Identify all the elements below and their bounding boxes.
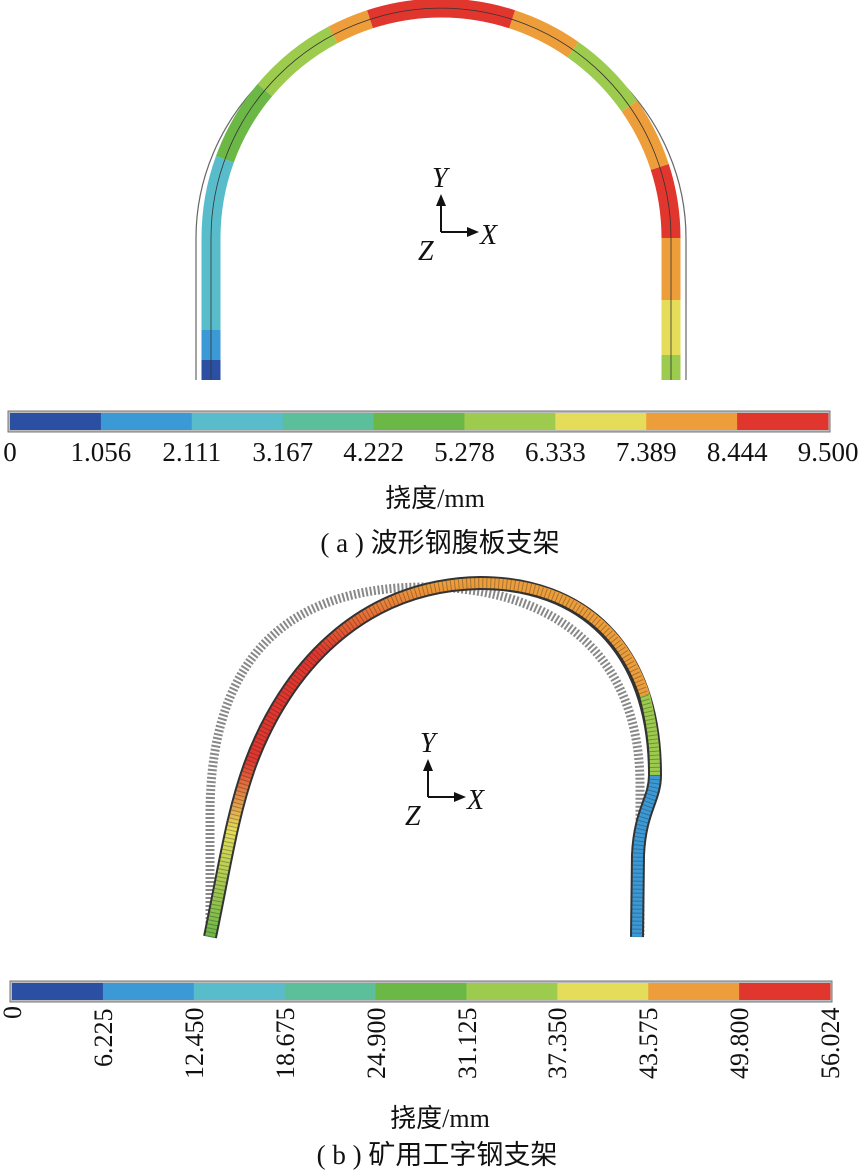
deflection-contour-a: [7, 0, 831, 433]
caption-a: ( a ) 波形钢腹板支架: [320, 528, 560, 558]
deformed-arch-right-green-b: [640, 693, 660, 776]
colorbar-tick-label-b: 56.024: [816, 1007, 846, 1080]
caption-b: ( b ) 矿用工字钢支架: [316, 1140, 558, 1170]
a-colorbar-swatch: [373, 413, 465, 430]
b-colorbar-swatch: [375, 983, 467, 1000]
colorbar-tick-label-a: 5.278: [434, 437, 495, 467]
deformed-arch-outline-b: [203, 575, 663, 939]
colorbar-tick-label-b: 12.450: [179, 1007, 209, 1080]
arch-segment-green-left: [257, 26, 338, 97]
b-colorbar-swatch: [557, 983, 649, 1000]
colorbar-tick-label-a: 0: [3, 437, 17, 467]
mesh-overlay-b: [205, 577, 661, 939]
a-colorbar-swatch: [464, 413, 556, 430]
a-colorbar-swatch: [10, 413, 102, 430]
b-colorbar-swatch: [193, 983, 286, 1000]
a-colorbar-swatch: [282, 413, 375, 430]
colorbar-tick-label-a: 9.500: [797, 437, 859, 467]
colorbar-tick-label-a: 3.167: [252, 437, 314, 467]
a-x-arrowhead: [467, 227, 479, 237]
arch-segment-green-right: [567, 41, 638, 112]
arch-segment-orange-upper-right: [508, 10, 579, 58]
a-colorbar-swatch: [100, 413, 193, 430]
original-outline-b: [205, 582, 645, 935]
deformed-arch-crown-b: [479, 578, 650, 697]
z-axis-label-b: Z: [405, 801, 421, 832]
colorbar-tick-label-b: 18.675: [270, 1007, 300, 1080]
deformed-arch-left-b: [205, 578, 481, 939]
colorbar-tick-label-a: 4.222: [343, 437, 404, 467]
colorbar-tick-label-b: 37.350: [543, 1007, 573, 1080]
colorbar-tick-label-b: 31.125: [452, 1007, 482, 1080]
colorbar-tick-label-a: 2.111: [162, 437, 222, 467]
b-colorbar-swatch: [466, 983, 558, 1000]
z-axis-label-a: Z: [418, 236, 434, 267]
colorbar-tick-label-a: 1.056: [70, 437, 132, 467]
b-y-arrowhead: [423, 759, 433, 771]
deflection-unit-label-a: 挠度/mm: [385, 484, 485, 513]
y-axis-label-a: Y: [432, 163, 448, 194]
arch-segment-red-right: [650, 163, 681, 239]
a-colorbar-swatch: [555, 413, 647, 430]
b-colorbar-swatch: [284, 983, 377, 1000]
colorbar-tick-label-a: 6.333: [525, 437, 586, 467]
b-colorbar-swatch: [648, 983, 740, 1000]
a-colorbar-swatch: [737, 413, 829, 430]
b-colorbar-swatch: [739, 983, 831, 1000]
deformed-arch-right-blue-b: [632, 774, 660, 938]
colorbar-tick-label-b: 49.800: [725, 1007, 755, 1080]
colorbar-tick-label-b: 0: [0, 1006, 27, 1019]
arch-segment-orange-right: [621, 100, 669, 171]
colorbar-tick-label-b: 43.575: [634, 1007, 664, 1080]
colorbar-tick-label-b: 24.900: [361, 1007, 391, 1080]
arch-centerline-a: [210, 7, 672, 380]
panel-a-corrugated-web-support: Y X Z 0 1.056 2.111 3.167 4.222 5.278 6.333 7.3…: [0, 0, 867, 560]
colorbar-tick-label-a: 8.444: [706, 437, 768, 467]
x-axis-label-b: X: [467, 785, 485, 816]
x-axis-label-a: X: [480, 220, 498, 251]
a-y-arrowhead: [436, 194, 446, 206]
arch-segment-cyan-left: [201, 156, 234, 239]
panel-b-mining-i-beam-support: Y X Z 0 6.225 12.450 18.675 24.900 31.125 37.3…: [0, 565, 867, 1176]
colorbar-tick-label-b: 6.225: [88, 1008, 118, 1068]
deflection-contour-b: [9, 575, 833, 1003]
b-colorbar-swatch: [102, 983, 195, 1000]
deflection-unit-label-b: 挠度/mm: [390, 1104, 490, 1133]
colorbar-tick-label-a: 7.389: [615, 437, 677, 467]
b-colorbar-swatch: [12, 983, 104, 1000]
a-colorbar-swatch: [191, 413, 284, 430]
y-axis-label-b: Y: [420, 728, 436, 759]
a-colorbar-swatch: [646, 413, 738, 430]
b-x-arrowhead: [454, 792, 466, 802]
